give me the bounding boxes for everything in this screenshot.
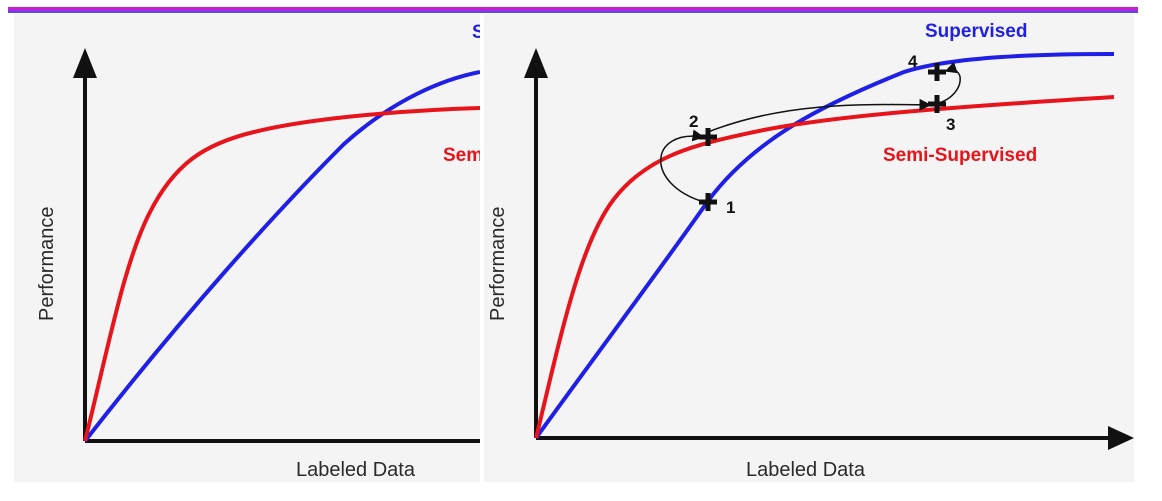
point-label-3: 3 <box>946 115 955 134</box>
x-axis-label: Labeled Data <box>296 459 416 481</box>
series-line-supervised <box>534 52 1115 440</box>
point-label-4: 4 <box>908 52 918 71</box>
series-line-semi <box>83 106 480 442</box>
point-label-2: 2 <box>689 112 698 131</box>
top-rule-magenta <box>8 7 1138 11</box>
y-axis-label: Performance <box>487 207 509 322</box>
marker-point-1 <box>699 193 717 211</box>
right-chart: 1 2 3 4 Performance Labeled Data Supervi… <box>487 21 1134 481</box>
marker-point-3 <box>928 95 946 113</box>
top-rule-blue <box>8 11 1138 13</box>
bottom-strip <box>0 484 1162 501</box>
series-label-supervised: S <box>472 22 480 43</box>
series-label-semi-supervised: Semi-Supervised <box>883 145 1037 166</box>
arrow-1-to-2 <box>660 129 705 203</box>
left-chart: Performance Labeled Data S Semi <box>36 22 480 481</box>
x-axis-label: Labeled Data <box>746 459 866 481</box>
arrow-3-to-4 <box>938 61 961 104</box>
x-axis-arrow-icon <box>1108 426 1134 450</box>
y-axis-arrow-icon <box>524 48 548 78</box>
y-axis-arrow-icon <box>73 48 97 78</box>
marker-point-4 <box>928 63 946 81</box>
series-label-supervised: Supervised <box>925 21 1027 42</box>
right-chart-panel: 1 2 3 4 Performance Labeled Data Supervi… <box>484 14 1134 482</box>
arrow-2-to-3 <box>707 98 932 133</box>
point-label-1: 1 <box>726 198 735 217</box>
y-axis-label: Performance <box>36 207 58 322</box>
left-chart-panel: Performance Labeled Data S Semi <box>14 14 480 482</box>
series-line-supervised <box>83 70 480 443</box>
series-label-semi: Semi <box>443 145 480 166</box>
marker-point-2 <box>699 128 717 146</box>
